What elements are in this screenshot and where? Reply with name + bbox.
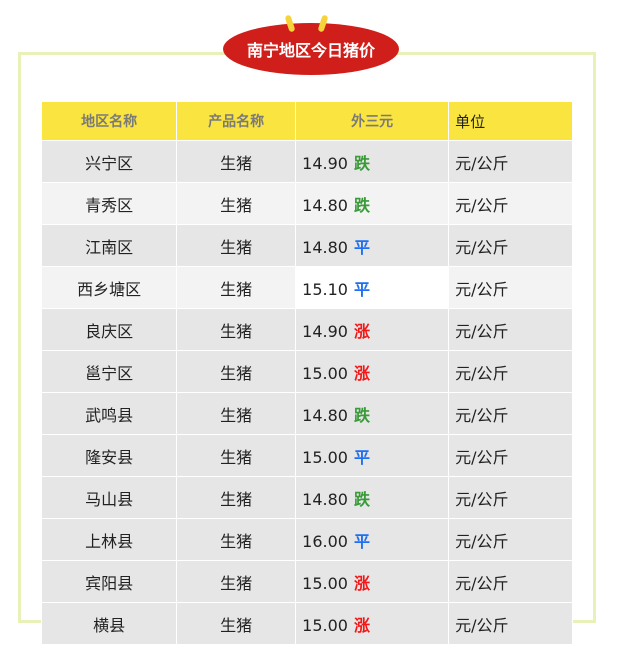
unit-cell: 元/公斤 xyxy=(448,476,573,519)
price-value: 15.00 xyxy=(302,447,348,467)
price-cell: 15.10 平 xyxy=(295,266,450,309)
product-cell: 生猪 xyxy=(176,182,297,225)
region-cell: 宾阳县 xyxy=(40,560,178,603)
price-cell: 14.80 跌 xyxy=(295,392,450,435)
table-row: 西乡塘区 生猪 15.10 平 元/公斤 xyxy=(40,266,573,309)
region-cell: 马山县 xyxy=(40,476,178,519)
table-row: 邕宁区 生猪 15.00 涨 元/公斤 xyxy=(40,350,573,393)
region-cell: 上林县 xyxy=(40,518,178,561)
region-cell: 横县 xyxy=(40,602,178,645)
table-row: 马山县 生猪 14.80 跌 元/公斤 xyxy=(40,476,573,519)
table-row: 隆安县 生猪 15.00 平 元/公斤 xyxy=(40,434,573,477)
price-value: 15.10 xyxy=(302,279,348,299)
table-row: 宾阳县 生猪 15.00 涨 元/公斤 xyxy=(40,560,573,603)
price-cell: 15.00 涨 xyxy=(295,350,450,393)
header-unit: 单位 xyxy=(448,101,573,141)
price-value: 15.00 xyxy=(302,615,348,635)
unit-cell: 元/公斤 xyxy=(448,224,573,267)
region-cell: 西乡塘区 xyxy=(40,266,178,309)
price-value: 15.00 xyxy=(302,573,348,593)
page-title: 南宁地区今日猪价 xyxy=(223,23,399,75)
table-row: 横县 生猪 15.00 涨 元/公斤 xyxy=(40,602,573,645)
price-value: 14.80 xyxy=(302,195,348,215)
region-cell: 兴宁区 xyxy=(40,140,178,183)
trend-label: 跌 xyxy=(353,489,370,509)
trend-label: 涨 xyxy=(353,573,370,593)
price-value: 14.90 xyxy=(302,321,348,341)
unit-cell: 元/公斤 xyxy=(448,308,573,351)
unit-cell: 元/公斤 xyxy=(448,392,573,435)
trend-label: 跌 xyxy=(353,405,370,425)
product-cell: 生猪 xyxy=(176,602,297,645)
price-cell: 14.80 跌 xyxy=(295,182,450,225)
trend-label: 平 xyxy=(353,279,370,299)
unit-cell: 元/公斤 xyxy=(448,518,573,561)
table-row: 江南区 生猪 14.80 平 元/公斤 xyxy=(40,224,573,267)
region-cell: 隆安县 xyxy=(40,434,178,477)
unit-cell: 元/公斤 xyxy=(448,560,573,603)
region-cell: 邕宁区 xyxy=(40,350,178,393)
price-cell: 15.00 涨 xyxy=(295,560,450,603)
product-cell: 生猪 xyxy=(176,308,297,351)
trend-label: 平 xyxy=(353,447,370,467)
trend-label: 平 xyxy=(353,531,370,551)
header-region: 地区名称 xyxy=(40,101,178,141)
price-cell: 14.80 跌 xyxy=(295,476,450,519)
table-row: 武鸣县 生猪 14.80 跌 元/公斤 xyxy=(40,392,573,435)
price-value: 16.00 xyxy=(302,531,348,551)
product-cell: 生猪 xyxy=(176,518,297,561)
product-cell: 生猪 xyxy=(176,224,297,267)
unit-cell: 元/公斤 xyxy=(448,266,573,309)
product-cell: 生猪 xyxy=(176,392,297,435)
price-value: 14.90 xyxy=(302,153,348,173)
trend-label: 平 xyxy=(353,237,370,257)
price-cell: 14.80 平 xyxy=(295,224,450,267)
header-price: 外三元 xyxy=(295,101,450,141)
price-value: 14.80 xyxy=(302,405,348,425)
product-cell: 生猪 xyxy=(176,434,297,477)
unit-cell: 元/公斤 xyxy=(448,602,573,645)
table-row: 青秀区 生猪 14.80 跌 元/公斤 xyxy=(40,182,573,225)
table-row: 兴宁区 生猪 14.90 跌 元/公斤 xyxy=(40,140,573,183)
product-cell: 生猪 xyxy=(176,140,297,183)
product-cell: 生猪 xyxy=(176,560,297,603)
price-cell: 14.90 跌 xyxy=(295,140,450,183)
unit-cell: 元/公斤 xyxy=(448,434,573,477)
product-cell: 生猪 xyxy=(176,350,297,393)
price-table: 地区名称 产品名称 外三元 单位 兴宁区 生猪 14.90 跌 元/公斤 青秀区 生… xyxy=(40,101,573,645)
price-cell: 16.00 平 xyxy=(295,518,450,561)
price-value: 15.00 xyxy=(302,363,348,383)
region-cell: 青秀区 xyxy=(40,182,178,225)
price-cell: 15.00 涨 xyxy=(295,602,450,645)
table-row: 良庆区 生猪 14.90 涨 元/公斤 xyxy=(40,308,573,351)
unit-cell: 元/公斤 xyxy=(448,140,573,183)
price-cell: 14.90 涨 xyxy=(295,308,450,351)
header-product: 产品名称 xyxy=(176,101,297,141)
trend-label: 涨 xyxy=(353,615,370,635)
unit-cell: 元/公斤 xyxy=(448,182,573,225)
region-cell: 良庆区 xyxy=(40,308,178,351)
region-cell: 武鸣县 xyxy=(40,392,178,435)
region-cell: 江南区 xyxy=(40,224,178,267)
price-cell: 15.00 平 xyxy=(295,434,450,477)
price-value: 14.80 xyxy=(302,237,348,257)
price-value: 14.80 xyxy=(302,489,348,509)
trend-label: 跌 xyxy=(353,195,370,215)
trend-label: 涨 xyxy=(353,363,370,383)
product-cell: 生猪 xyxy=(176,476,297,519)
table-row: 上林县 生猪 16.00 平 元/公斤 xyxy=(40,518,573,561)
product-cell: 生猪 xyxy=(176,266,297,309)
unit-cell: 元/公斤 xyxy=(448,350,573,393)
table-header: 地区名称 产品名称 外三元 单位 xyxy=(40,101,573,141)
trend-label: 跌 xyxy=(353,153,370,173)
trend-label: 涨 xyxy=(353,321,370,341)
